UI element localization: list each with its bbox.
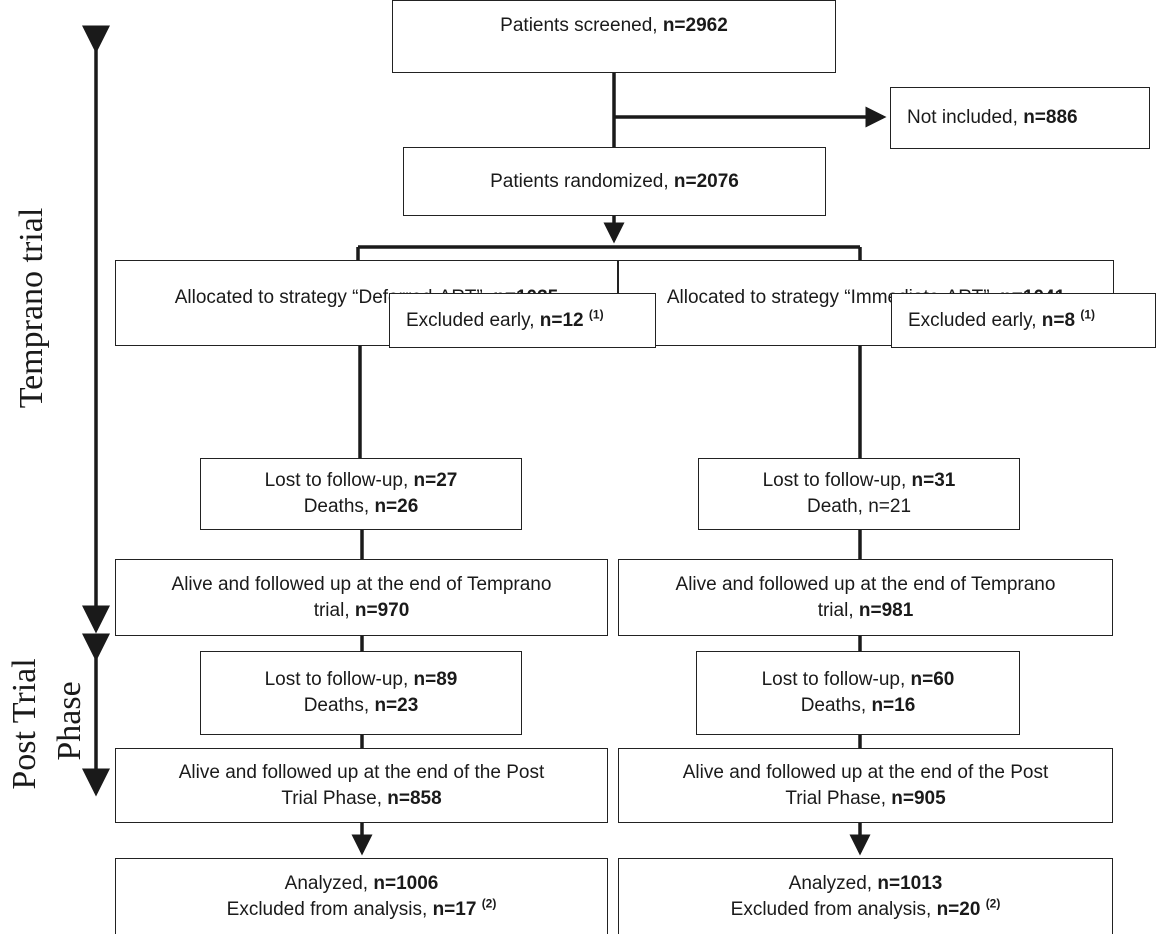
immediate-excluded-early-box: Excluded early, n=8 (1) — [891, 293, 1156, 348]
immediate-lost-followup-1-box: Lost to follow-up, n=31 Death, n=21 — [698, 458, 1020, 530]
deferred-analyzed-box: Analyzed, n=1006 Excluded from analysis,… — [115, 858, 608, 934]
deferred-lost-followup-1-box: Lost to follow-up, n=27 Deaths, n=26 — [200, 458, 522, 530]
deferred-lost-followup-2-box: Lost to follow-up, n=89 Deaths, n=23 — [200, 651, 522, 735]
temprano-trial-label: Temprano trial — [13, 207, 50, 409]
immediate-alive-post-trial-box: Alive and followed up at the end of the … — [618, 748, 1113, 823]
deferred-alive-temprano-box: Alive and followed up at the end of Temp… — [115, 559, 608, 636]
post-trial-label: Post Trial — [6, 658, 43, 790]
deferred-excluded-early-box: Excluded early, n=12 (1) — [389, 293, 656, 348]
not-included-box: Not included, n=886 — [890, 87, 1150, 149]
immediate-analyzed-box: Analyzed, n=1013 Excluded from analysis,… — [618, 858, 1113, 934]
patients-screened-box: Patients screened, n=2962 — [392, 0, 836, 73]
phase-label: Phase — [51, 681, 88, 761]
patients-randomized-box: Patients randomized, n=2076 — [403, 147, 826, 216]
deferred-alive-post-trial-box: Alive and followed up at the end of the … — [115, 748, 608, 823]
immediate-alive-temprano-box: Alive and followed up at the end of Temp… — [618, 559, 1113, 636]
immediate-lost-followup-2-box: Lost to follow-up, n=60 Deaths, n=16 — [696, 651, 1020, 735]
